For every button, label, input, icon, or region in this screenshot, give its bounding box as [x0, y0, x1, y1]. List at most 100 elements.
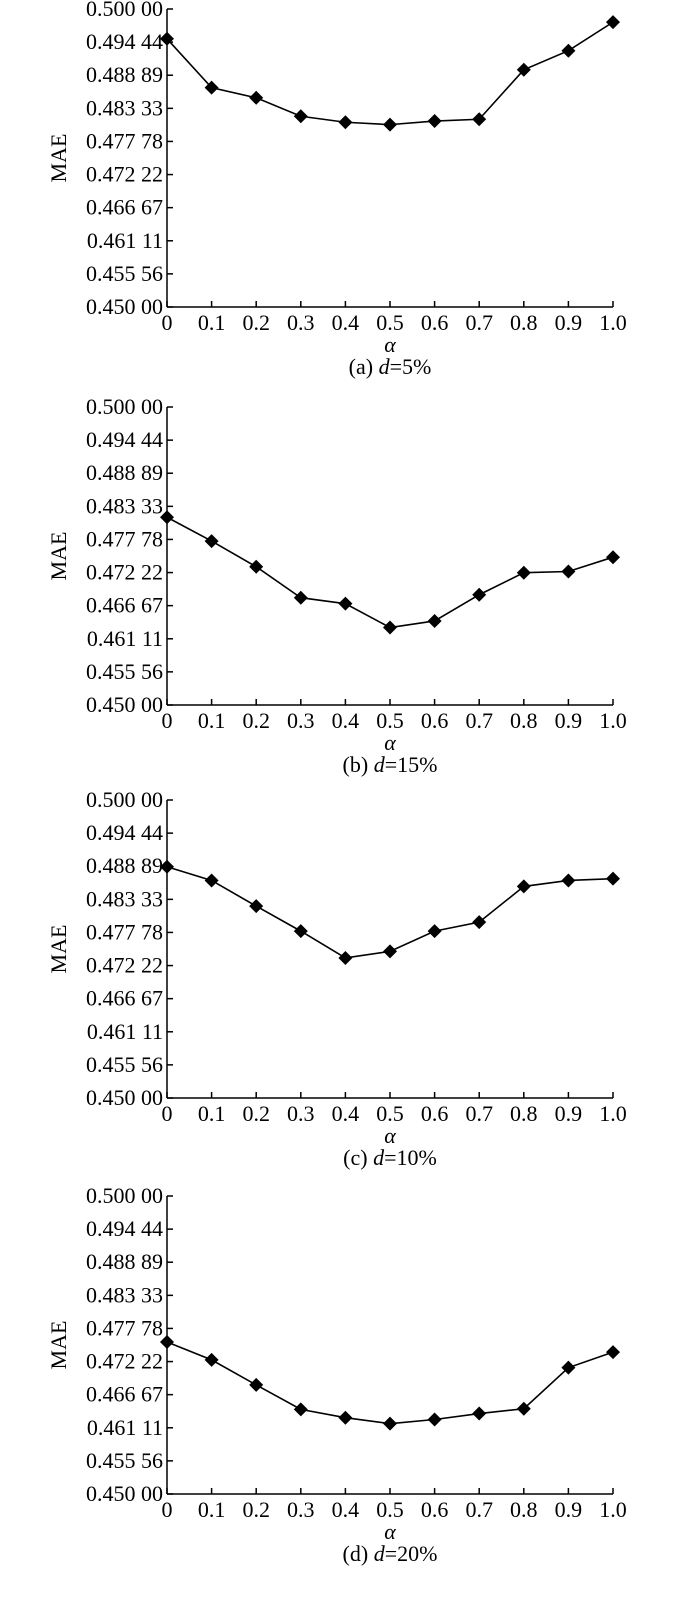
- y-tick-label: 0.477 78: [86, 1315, 163, 1340]
- y-tick-label: 0.450 00: [86, 294, 163, 319]
- y-tick-label: 0.461 11: [87, 1415, 163, 1440]
- x-tick-label: 0.1: [198, 708, 226, 733]
- x-tick-label: 0.8: [510, 310, 538, 335]
- data-point-marker: [472, 1406, 487, 1421]
- y-tick-label: 0.472 22: [86, 560, 163, 585]
- data-point-marker: [561, 564, 576, 579]
- x-tick-label: 0.2: [242, 1101, 270, 1126]
- chart-panel-2: 0.450 00 0.455 56 0.461 11 0.466 67 0.472 22…: [46, 787, 627, 1170]
- y-tick-label: 0.472 22: [86, 1349, 163, 1374]
- x-tick-label: 0.4: [332, 1101, 360, 1126]
- x-tick-label: 0.8: [510, 1101, 538, 1126]
- data-point-marker: [606, 550, 620, 565]
- data-point-marker: [606, 1345, 620, 1360]
- chart-panel-0: 0.450 00 0.455 56 0.461 11 0.466 67 0.472 22…: [46, 0, 627, 379]
- y-tick-label: 0.483 33: [86, 493, 163, 518]
- x-tick-label: 1.0: [599, 310, 627, 335]
- data-point-marker: [204, 873, 219, 888]
- data-point-marker: [160, 1335, 174, 1350]
- data-point-marker: [204, 534, 219, 549]
- chart-panel-3: 0.450 00 0.455 56 0.461 11 0.466 67 0.472 22…: [46, 1183, 627, 1566]
- data-point-marker: [293, 1402, 308, 1417]
- y-tick-label: 0.472 22: [86, 162, 163, 187]
- y-tick-label: 0.450 00: [86, 1085, 163, 1110]
- caption-suffix: =10%: [384, 1145, 437, 1170]
- y-tick-label: 0.455 56: [86, 1052, 163, 1077]
- x-tick-label: 0.2: [242, 708, 270, 733]
- x-tick-label: 0.1: [198, 310, 226, 335]
- y-tick-label: 0.466 67: [86, 1382, 163, 1407]
- x-tick-label: 0.1: [198, 1101, 226, 1126]
- y-axis-title: MAE: [46, 134, 71, 183]
- caption-variable: d: [379, 354, 391, 379]
- data-point-marker: [606, 871, 620, 886]
- y-tick-label: 0.455 56: [86, 659, 163, 684]
- y-tick-label: 0.455 56: [86, 1448, 163, 1473]
- y-axis-title: MAE: [46, 1321, 71, 1370]
- x-axis-title: α: [384, 332, 396, 357]
- series-line: [166, 865, 614, 959]
- data-point-marker: [516, 565, 531, 580]
- caption-variable: d: [373, 1145, 385, 1170]
- data-point-marker: [204, 80, 219, 95]
- y-tick-label: 0.477 78: [86, 526, 163, 551]
- x-tick-label: 0.8: [510, 708, 538, 733]
- data-point-marker: [249, 90, 264, 105]
- data-point-marker: [249, 559, 264, 574]
- data-point-marker: [160, 31, 174, 46]
- panel-caption: (d) d=20%: [343, 1541, 438, 1566]
- y-tick-label: 0.450 00: [86, 1481, 163, 1506]
- y-tick-label: 0.461 11: [87, 1019, 163, 1044]
- x-tick-label: 0.6: [421, 1497, 449, 1522]
- y-tick-label: 0.483 33: [86, 886, 163, 911]
- y-axis-title: MAE: [46, 532, 71, 581]
- data-point-marker: [516, 879, 531, 894]
- caption-prefix: (c): [343, 1145, 373, 1170]
- data-point-marker: [472, 587, 487, 602]
- data-point-marker: [561, 1360, 576, 1375]
- x-tick-label: 0.7: [465, 1497, 493, 1522]
- x-axis-title: α: [384, 1519, 396, 1544]
- data-point-marker: [160, 510, 174, 525]
- x-tick-label: 0.4: [332, 708, 360, 733]
- x-tick-label: 0.9: [555, 310, 583, 335]
- panel-caption: (a) d=5%: [349, 354, 432, 379]
- series-line: [166, 516, 614, 629]
- x-tick-label: 0.5: [376, 1101, 404, 1126]
- x-tick-label: 0.2: [242, 310, 270, 335]
- x-tick-label: 0.6: [421, 310, 449, 335]
- y-tick-label: 0.483 33: [86, 1282, 163, 1307]
- data-point-marker: [293, 109, 308, 124]
- panel-caption: (b) d=15%: [343, 752, 438, 777]
- data-point-marker: [561, 873, 576, 888]
- y-tick-label: 0.494 44: [86, 1216, 163, 1241]
- y-tick-label: 0.488 89: [86, 853, 163, 878]
- x-tick-label: 0.1: [198, 1497, 226, 1522]
- caption-prefix: (a): [349, 354, 379, 379]
- caption-prefix: (d): [343, 1541, 374, 1566]
- data-point-marker: [338, 950, 353, 965]
- y-tick-label: 0.461 11: [87, 228, 163, 253]
- x-axis-title: α: [384, 1123, 396, 1148]
- caption-variable: d: [374, 752, 386, 777]
- data-point-marker: [338, 1410, 353, 1425]
- x-tick-label: 0.5: [376, 1497, 404, 1522]
- data-point-marker: [383, 117, 397, 132]
- data-point-marker: [516, 1401, 531, 1416]
- y-tick-label: 0.494 44: [86, 820, 163, 845]
- data-point-marker: [606, 15, 620, 30]
- y-tick-label: 0.483 33: [86, 95, 163, 120]
- caption-variable: d: [374, 1541, 386, 1566]
- x-tick-label: 0.3: [287, 310, 315, 335]
- x-tick-label: 0.3: [287, 708, 315, 733]
- x-tick-label: 0.6: [421, 1101, 449, 1126]
- x-tick-label: 0.4: [332, 310, 360, 335]
- x-tick-label: 0.9: [555, 708, 583, 733]
- data-point-marker: [383, 620, 397, 635]
- y-tick-label: 0.488 89: [86, 62, 163, 87]
- data-point-marker: [293, 590, 308, 605]
- caption-suffix: =5%: [390, 354, 432, 379]
- y-tick-label: 0.494 44: [86, 427, 163, 452]
- y-tick-label: 0.450 00: [86, 692, 163, 717]
